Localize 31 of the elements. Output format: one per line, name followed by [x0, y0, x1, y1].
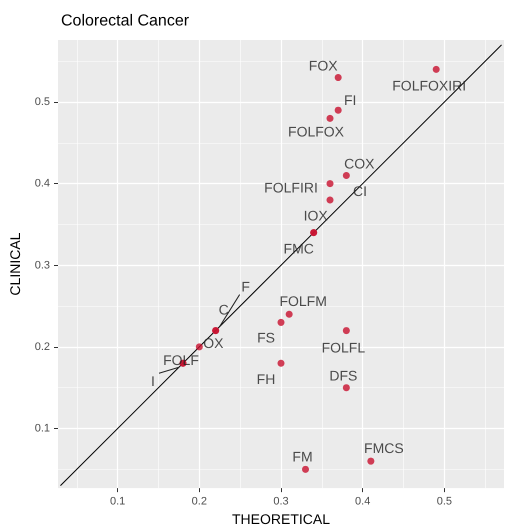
x-tick-label: 0.1 — [110, 496, 126, 508]
y-tick-label: 0.5 — [34, 96, 50, 108]
chart-title: Colorectal Cancer — [61, 12, 190, 30]
annotation: F — [241, 278, 250, 295]
x-tick-label: 0.5 — [436, 496, 452, 508]
annotation: FOLFOX — [288, 123, 345, 140]
annotation: IOX — [304, 208, 328, 224]
annotation: FM — [292, 448, 313, 464]
annotation: I — [151, 373, 155, 390]
annotation: FOLFIRI — [264, 180, 318, 196]
annotation: FMCS — [364, 440, 404, 456]
annotation: CI — [353, 182, 368, 199]
annotation: FH — [256, 371, 276, 388]
annotation: FOX — [308, 58, 338, 74]
y-axis-title: CLINICAL — [7, 232, 23, 296]
annotation: FOLFM — [279, 293, 327, 310]
y-tick-label: 0.1 — [34, 422, 50, 435]
x-axis-title: THEORETICAL — [232, 511, 330, 527]
y-tick-label: 0.3 — [34, 259, 50, 272]
x-tick-label: 0.3 — [273, 496, 289, 508]
annotation: OX — [203, 334, 224, 351]
annotation: FOLFL — [322, 340, 366, 356]
y-tick-label: 0.2 — [34, 340, 50, 353]
annotation: COX — [344, 155, 376, 172]
annotation: DFS — [329, 368, 358, 384]
x-tick-label: 0.2 — [192, 496, 207, 508]
x-tick-label: 0.4 — [355, 496, 370, 508]
annotation: FS — [257, 329, 275, 346]
y-tick-label: 0.4 — [34, 178, 50, 190]
annotation: FI — [344, 92, 356, 108]
annotation: C — [218, 302, 229, 318]
